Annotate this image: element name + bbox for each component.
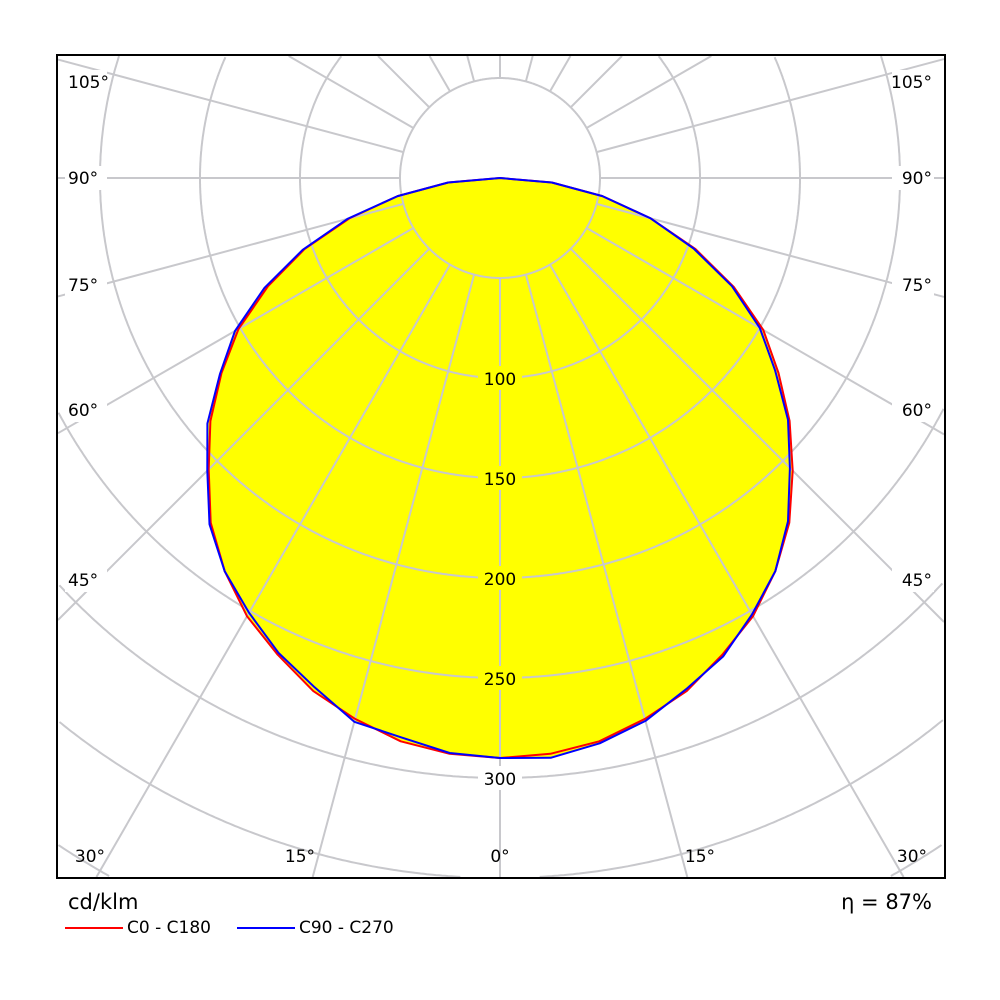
angle-label-bg xyxy=(892,273,934,297)
angle-label: 75° xyxy=(68,276,98,296)
legend-swatch-blue xyxy=(236,927,295,929)
grid-radial-line xyxy=(288,55,414,129)
grid-radial-line xyxy=(586,227,945,436)
angle-label-bg xyxy=(65,568,107,592)
unit-label: cd/klm xyxy=(68,890,139,914)
angle-label-bg xyxy=(892,166,934,190)
intensity-curves xyxy=(206,177,794,759)
angle-label: 15° xyxy=(285,847,315,867)
legend-item-c0: C0 - C180 xyxy=(65,918,211,938)
radial-tick-label: 200 xyxy=(484,570,516,590)
plot-frame xyxy=(56,54,946,879)
grid-circle xyxy=(58,582,944,779)
legend-label: C90 - C270 xyxy=(298,918,394,938)
tick-label-bg xyxy=(478,766,522,790)
angle-label: 60° xyxy=(902,401,932,421)
grid-radial-line xyxy=(596,202,945,298)
angle-label: 75° xyxy=(902,276,932,296)
radial-tick-label: 250 xyxy=(484,670,516,690)
grid-radial-line xyxy=(428,55,451,92)
radial-tick-label: 100 xyxy=(484,370,516,390)
angle-label: 60° xyxy=(68,401,98,421)
legend-label: C0 - C180 xyxy=(127,918,211,938)
grid-radial-line xyxy=(377,55,430,108)
angle-label-bg xyxy=(65,70,107,94)
grid-circle xyxy=(58,719,944,878)
grid-radial-line xyxy=(57,248,430,621)
angle-labels: 105° 90° 75° 60° 45° 105° 90° 75° 60° 45° 30° 15° 0°… xyxy=(65,70,934,867)
angle-label: 105° xyxy=(891,73,932,93)
grid-radial-line xyxy=(311,274,476,878)
radial-tick-labels: 100 150 200 250 300 xyxy=(478,366,522,790)
angle-label-bg xyxy=(65,166,107,190)
legend: C0 - C180 C90 - C270 xyxy=(65,918,420,938)
series-curve xyxy=(206,177,791,759)
grid-circle xyxy=(199,56,801,479)
angle-label-bg xyxy=(65,273,107,297)
angle-label-bg xyxy=(892,70,934,94)
grid-radial-line xyxy=(549,264,905,878)
tick-label-bg xyxy=(478,666,522,690)
angle-label: 15° xyxy=(685,847,715,867)
grid-radial-line xyxy=(57,58,404,154)
tick-label-bg xyxy=(478,366,522,390)
angle-label-bg xyxy=(892,568,934,592)
grid-radial-line xyxy=(524,274,689,878)
radial-tick-label: 150 xyxy=(484,470,516,490)
angle-label: 105° xyxy=(68,73,109,93)
angle-label: 30° xyxy=(75,847,105,867)
tick-label-bg xyxy=(478,566,522,590)
angle-label: 30° xyxy=(897,847,927,867)
angle-label-bg xyxy=(892,398,934,422)
grid-radial-line xyxy=(570,55,623,108)
tick-label-bg xyxy=(478,466,522,490)
angle-label-bg xyxy=(65,398,107,422)
grid-radial-line xyxy=(524,55,534,82)
grid-circle xyxy=(299,55,701,379)
angle-label: 0° xyxy=(490,847,509,867)
legend-item-c90: C90 - C270 xyxy=(236,918,394,938)
angle-label: 45° xyxy=(902,571,932,591)
angle-label: 90° xyxy=(902,169,932,189)
angle-label: 90° xyxy=(68,169,98,189)
grid-radial-line xyxy=(549,55,572,92)
grid-radial-line xyxy=(586,55,712,129)
efficiency-label: η = 87% xyxy=(841,890,932,914)
grid-radial-line xyxy=(466,55,476,82)
grid-radial-line xyxy=(596,58,945,154)
radial-tick-label: 300 xyxy=(484,770,516,790)
angle-label: 45° xyxy=(68,571,98,591)
legend-swatch-red xyxy=(65,927,123,929)
grid-radial-line xyxy=(95,264,451,878)
grid-radial-line xyxy=(570,248,945,623)
